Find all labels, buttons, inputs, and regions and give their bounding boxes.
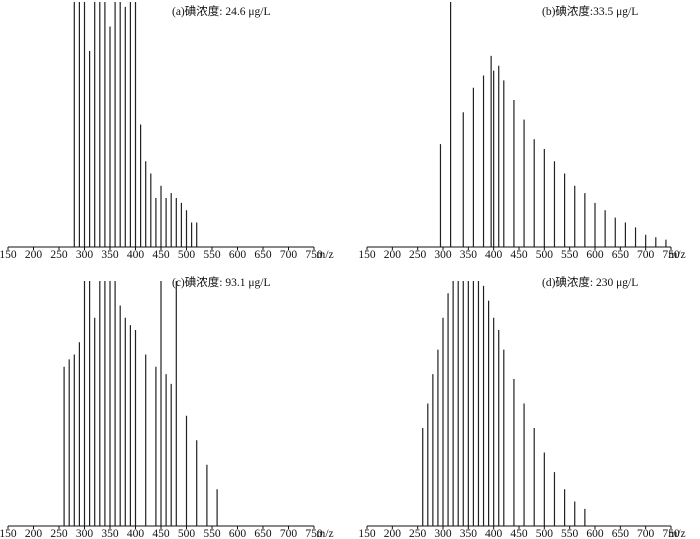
x-tick-label: 600 [586,528,604,539]
x-tick-label: 300 [434,528,452,539]
x-tick-label: 500 [536,528,554,539]
x-tick-label: 350 [460,528,478,539]
x-tick-label: 500 [178,528,196,539]
x-tick-label: 250 [409,249,427,261]
x-tick-label: 350 [460,249,478,261]
x-tick-label: 750 [662,249,680,261]
panel-d: 150 200 250 300 350 400 450 500 550 600 650 700 750m… [358,275,685,539]
x-tick-label: 500 [536,249,554,261]
x-tick-label: 650 [254,528,272,539]
x-tick-label: 650 [612,528,630,539]
panel-c: 150 200 250 300 350 400 450 500 550 600 650 700 750m… [0,275,334,539]
x-tick-label: 700 [637,528,655,539]
x-tick-label: 600 [229,249,247,261]
x-tick-label: 450 [152,528,170,539]
panel-label: (a)碘浓度: 24.6 μg/L [172,4,270,18]
x-tick-label: 550 [203,249,221,261]
x-tick-label: 400 [127,528,145,539]
x-tick-label: 650 [254,249,272,261]
x-tick-label: 400 [127,249,145,261]
x-tick-label: 350 [101,249,119,261]
x-tick-label: 300 [76,528,94,539]
x-axis-label: m/z [316,249,333,261]
x-tick-label: 400 [485,249,503,261]
x-tick-label: 150 [358,249,376,261]
x-tick-label: 500 [178,249,196,261]
x-axis-label: m/z [668,528,685,539]
x-axis-label: m/z [668,249,685,261]
x-tick-label: 200 [384,528,402,539]
panel-label: (b)碘浓度:33.5 μg/L [542,4,638,18]
x-tick-label: 250 [409,528,427,539]
x-tick-label: 150 [0,249,17,261]
x-tick-label: 550 [203,528,221,539]
panel-label: (d)碘浓度: 230 μg/L [542,275,638,289]
x-tick-label: 300 [76,249,94,261]
x-tick-label: 300 [434,249,452,261]
x-tick-label: 600 [586,249,604,261]
x-tick-label: 350 [101,528,119,539]
x-tick-label: 400 [485,528,503,539]
x-tick-label: 650 [612,249,630,261]
x-tick-label: 600 [229,528,247,539]
x-tick-label: 250 [50,249,68,261]
x-tick-label: 750 [305,528,323,539]
x-tick-label: 700 [280,249,298,261]
x-tick-label: 250 [50,528,68,539]
panel-a: 150 200 250 300 350 400 450 500 550 600 650 700 750m… [0,2,334,261]
x-tick-label: 150 [0,528,17,539]
x-tick-label: 450 [510,249,528,261]
x-tick-label: 550 [561,528,579,539]
x-tick-label: 550 [561,249,579,261]
x-tick-label: 450 [152,249,170,261]
x-axis-label: m/z [316,528,333,539]
x-tick-label: 150 [358,528,376,539]
panel-b: 150 200 250 300 350 400 450 500 550 600 650 700 750m… [358,2,686,261]
x-tick-label: 700 [280,528,298,539]
x-tick-label: 450 [510,528,528,539]
x-tick-label: 200 [25,249,43,261]
x-tick-label: 200 [384,249,402,261]
x-tick-label: 700 [637,249,655,261]
x-tick-label: 750 [305,249,323,261]
panel-label: (c)碘浓度: 93.1 μg/L [172,275,270,289]
x-tick-label: 750 [662,528,680,539]
x-tick-label: 200 [25,528,43,539]
